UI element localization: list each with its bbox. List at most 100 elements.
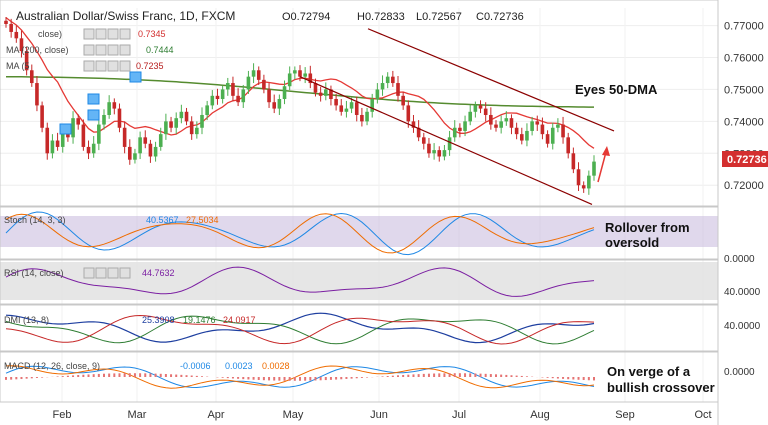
channel-lines — [299, 28, 615, 205]
indicator-toggle-icon[interactable] — [59, 123, 72, 135]
candle-body — [112, 102, 117, 109]
eye-icon[interactable] — [83, 44, 95, 56]
candle-body — [50, 140, 55, 154]
candle-body — [71, 118, 75, 138]
time-tick-label: Aug — [530, 409, 550, 421]
settings-icon[interactable] — [95, 60, 107, 72]
indicator-value: 0.7444 — [146, 45, 174, 55]
macd-signal-value: 0.0023 — [225, 361, 253, 371]
candle-body — [169, 121, 173, 128]
candle-body — [158, 134, 163, 147]
indicator-controls[interactable] — [83, 28, 131, 40]
close-icon[interactable] — [107, 44, 119, 56]
indicator-controls[interactable] — [83, 44, 131, 56]
settings-icon[interactable] — [95, 267, 107, 279]
candle-body — [277, 99, 282, 109]
candle-body — [272, 102, 277, 109]
candle-body — [561, 124, 565, 138]
candle-body — [256, 70, 261, 80]
stoch-d-line — [5, 213, 595, 254]
close-icon[interactable] — [107, 60, 119, 72]
candle-body — [143, 137, 148, 144]
candle-body — [29, 70, 34, 84]
candle-body — [200, 114, 204, 128]
candle-body — [396, 83, 400, 96]
time-tick-label: Apr — [207, 409, 224, 421]
dmi-minus-line — [5, 314, 595, 345]
candle-body — [40, 105, 44, 128]
more-icon[interactable] — [119, 60, 131, 72]
time-axis[interactable]: Feb Mar Apr May Jun Jul Aug Sep Oct — [53, 409, 712, 421]
candle-body — [179, 111, 184, 119]
candle-body — [303, 73, 307, 77]
candle-body — [210, 95, 215, 106]
candle-body — [354, 102, 359, 115]
candle-body — [494, 124, 498, 128]
candle-body — [406, 105, 411, 122]
candle-body — [127, 146, 132, 160]
candle-body — [122, 127, 127, 147]
candle-body — [571, 153, 576, 170]
candle-body — [489, 114, 493, 125]
rsi-value: 44.7632 — [142, 268, 175, 278]
price-tick-label: 0.74000 — [724, 116, 764, 128]
candle-body — [344, 108, 349, 112]
macd-value: -0.0006 — [180, 361, 211, 371]
eye-icon[interactable] — [83, 267, 95, 279]
candle-body — [225, 83, 230, 90]
candle-body — [401, 95, 405, 106]
arrow-up-icon — [597, 146, 610, 183]
candle-body — [55, 140, 60, 147]
stoch-k-value: 40.5367 — [146, 215, 179, 225]
indicator-toggle-icon[interactable] — [87, 93, 100, 105]
dmi-adx-line — [5, 312, 595, 344]
dmi-plus-value: 19.1476 — [183, 315, 216, 325]
ohlc-high: H0.72833 — [357, 11, 405, 23]
indicator-controls[interactable] — [83, 60, 131, 72]
candle-body — [329, 89, 333, 100]
candle-body — [91, 143, 96, 154]
settings-icon[interactable] — [95, 28, 107, 40]
current-price-tag: 0.72736 — [722, 151, 768, 167]
candle-body — [313, 83, 318, 93]
candle-body — [514, 127, 519, 135]
rsi-label: RSI (14, close) — [4, 268, 64, 278]
stoch-k-line — [5, 211, 595, 256]
time-tick-label: May — [283, 409, 304, 421]
settings-icon[interactable] — [95, 44, 107, 56]
time-tick-label: Jul — [452, 409, 466, 421]
candle-body — [416, 127, 421, 138]
candle-body — [35, 83, 39, 106]
candle-body — [323, 89, 328, 96]
candle-body — [468, 111, 473, 122]
eye-icon[interactable] — [83, 28, 95, 40]
close-icon[interactable] — [107, 28, 119, 40]
candle-body — [241, 89, 246, 103]
indicator-toggle-icon[interactable] — [129, 71, 142, 83]
rsi-line — [5, 266, 595, 297]
current-price: 0.72736 — [727, 154, 767, 166]
candle-body — [236, 95, 240, 103]
close-icon[interactable] — [107, 267, 119, 279]
candle-body — [220, 89, 225, 100]
indicator-toggle-icon[interactable] — [87, 109, 100, 121]
candle-body — [530, 121, 534, 131]
candle-body — [24, 51, 29, 71]
more-icon[interactable] — [119, 267, 131, 279]
candle-body — [535, 121, 540, 125]
candle-body — [365, 111, 369, 122]
candle-body — [525, 130, 529, 141]
indicator-controls[interactable] — [83, 267, 131, 279]
eye-icon[interactable] — [83, 60, 95, 72]
candle-body — [19, 38, 24, 52]
candle-body — [308, 73, 313, 84]
indicator-label: MA (5 — [6, 61, 30, 71]
more-icon[interactable] — [119, 28, 131, 40]
candle-body — [267, 89, 271, 103]
candle-body — [427, 143, 431, 154]
more-icon[interactable] — [119, 44, 131, 56]
dmi-axis-tick: 40.0000 — [724, 321, 761, 332]
channel-lower-line — [299, 76, 593, 205]
candle-body — [463, 121, 467, 131]
